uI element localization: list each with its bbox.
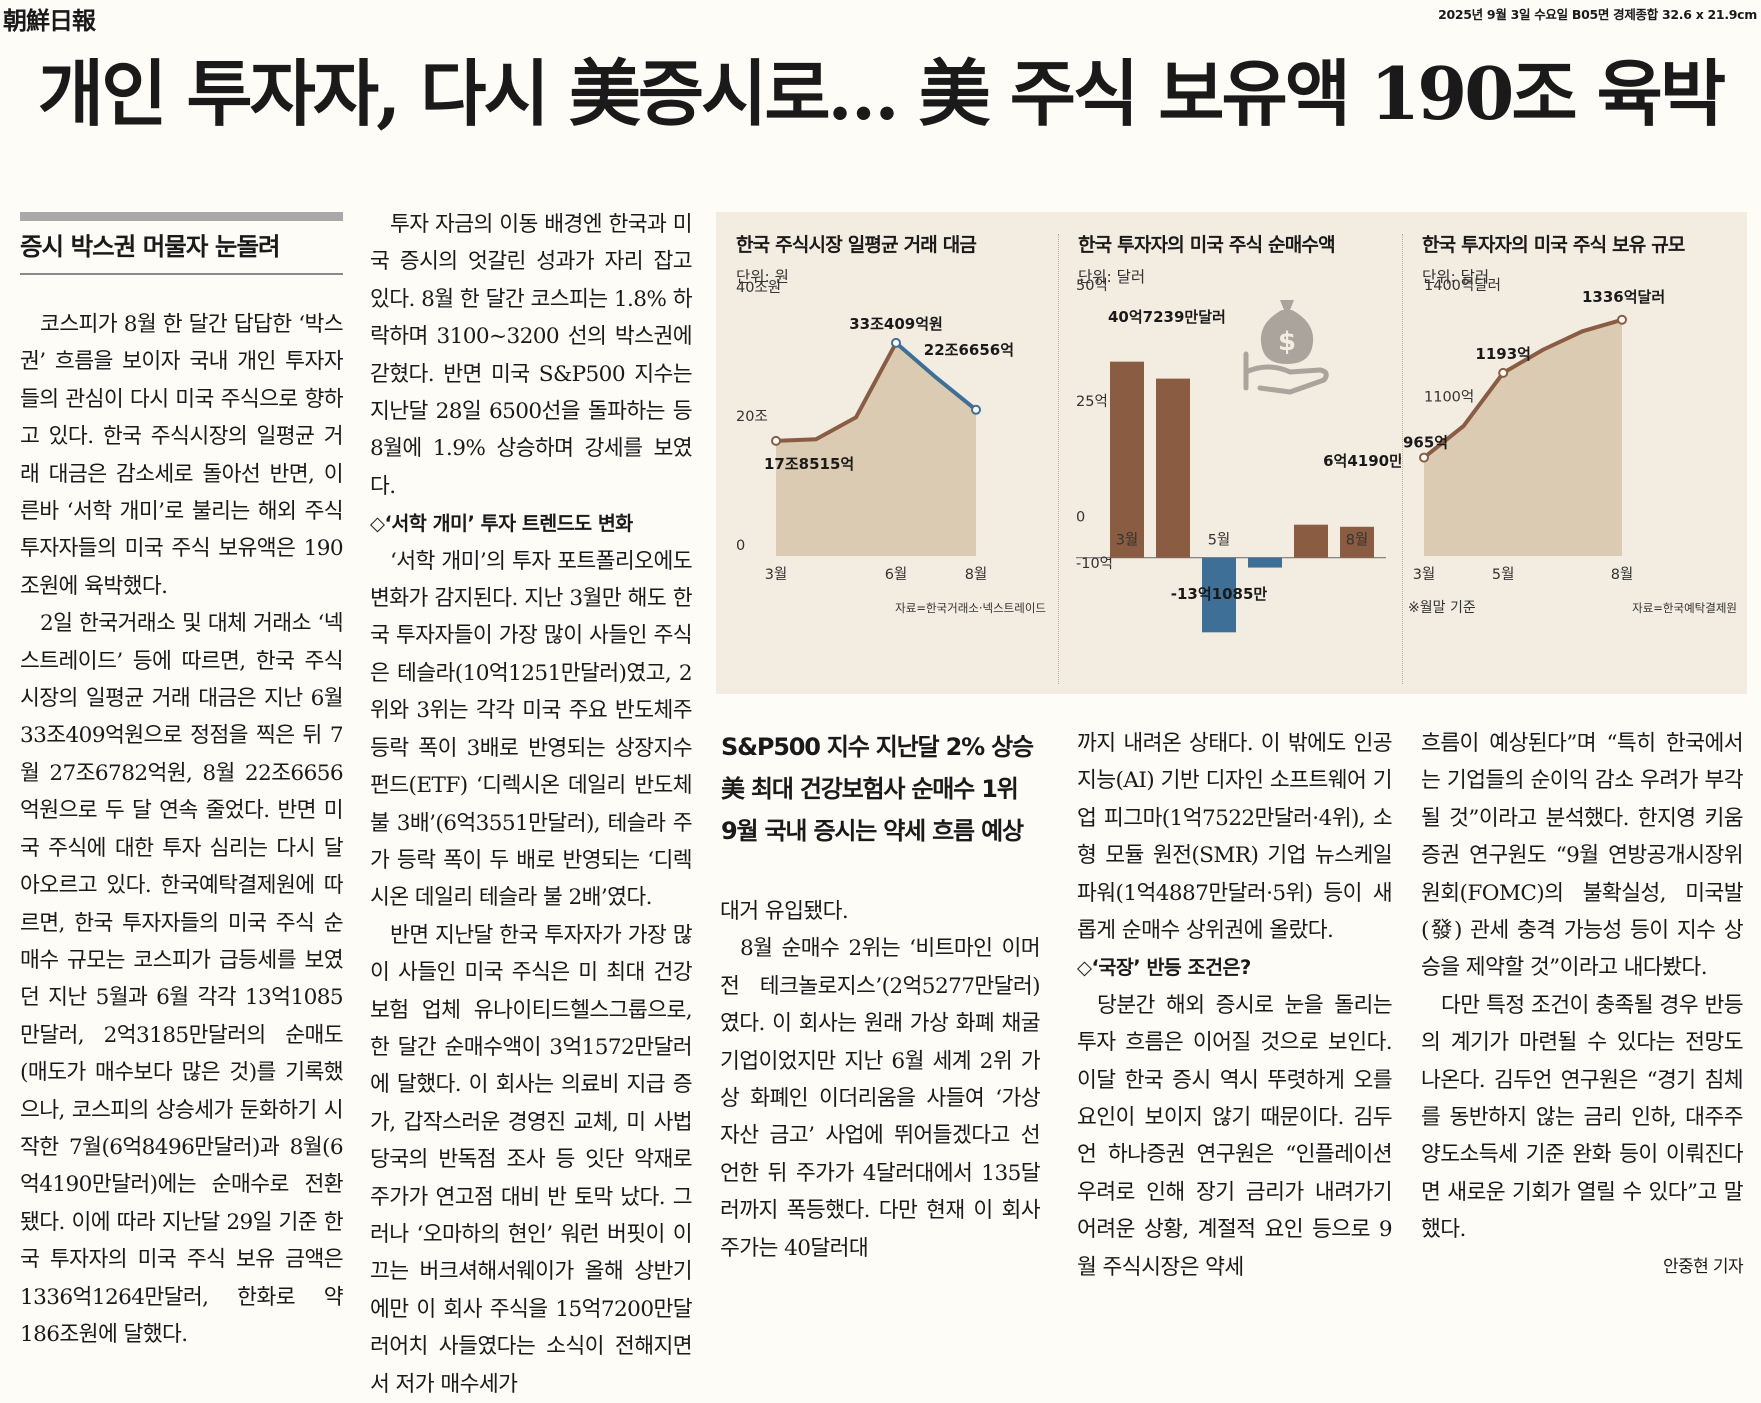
deck-subheadlines: S&P500 지수 지난달 2% 상승 美 최대 건강보험사 순매수 1위 9월… — [721, 726, 1051, 852]
bar — [1202, 557, 1236, 633]
y-tick-label: 20조 — [736, 409, 768, 425]
chart-unit: 단위: 달러 — [1078, 268, 1146, 286]
y-tick-label: 0 — [736, 538, 745, 554]
chart-panel-holdings: 한국 투자자의 미국 주식 보유 규모 단위: 달러 700억1100억1400… — [1402, 212, 1747, 694]
newspaper-logo: 朝鮮日報 — [3, 6, 96, 35]
chart-title: 한국 주식시장 일평균 거래 대금 — [736, 234, 977, 256]
x-tick-label: 5월 — [1492, 566, 1515, 583]
y-tick-label: 0 — [1076, 510, 1085, 526]
deck-line: S&P500 지수 지난달 2% 상승 — [721, 733, 1034, 761]
icon-shape — [1260, 310, 1314, 364]
area-fill — [1424, 319, 1622, 556]
y-tick-label: 50억 — [1076, 277, 1108, 294]
x-tick-label: 3월 — [1413, 566, 1436, 583]
source-note: 자료=한국거래소·넥스트레이드 — [895, 601, 1046, 615]
data-label: 22조6656억 — [924, 341, 1014, 359]
data-label: 965억 — [1403, 434, 1448, 452]
infographic: 한국 주식시장 일평균 거래 대금 단위: 원 0 20조 40조원 3월 6월 8월 17… — [716, 212, 1747, 694]
data-label: 17조8515억 — [764, 455, 854, 473]
deck-line: 9월 국내 증시는 약세 흐름 예상 — [721, 817, 1024, 845]
paragraph: 흐름이 예상된다”며 “특히 한국에서는 기업들의 순이익 감소 우려가 부각될… — [1421, 731, 1744, 981]
chart-title: 한국 투자자의 미국 주식 보유 규모 — [1422, 234, 1685, 256]
data-label: -13억1085만 — [1171, 585, 1268, 603]
section-subhead: ◇‘국장’ 반등 조건은? — [1077, 956, 1251, 980]
icon-shape — [1280, 300, 1294, 310]
data-label: 1193억 — [1475, 345, 1531, 363]
data-point — [971, 404, 981, 415]
data-label: 33조409억원 — [849, 315, 943, 333]
y-tick-label: 1100억 — [1424, 388, 1474, 405]
data-point — [1617, 314, 1627, 325]
note-month-end: ※월말 기준 — [1408, 600, 1476, 616]
article-column-3: 대거 유입됐다. 8월 순매수 2위는 ‘비트마인 이머전 테크놀로지스’(2억5… — [720, 893, 1041, 1267]
x-tick-label: 8월 — [1611, 566, 1634, 583]
subhead-rule — [20, 212, 343, 221]
paragraph: 코스피가 8월 한 달간 답답한 ‘박스권’ 흐름을 보이자 국내 개인 투자자… — [20, 312, 344, 599]
panel-divider — [1402, 234, 1403, 684]
source-note: 자료=한국예탁결제원 — [1632, 601, 1737, 615]
section-subhead: ◇‘서학 개미’ 투자 트렌드도 변화 — [370, 512, 633, 536]
paragraph: 까지 내려온 상태다. 이 밖에도 인공지능(AI) 기반 디자인 소프트웨어 … — [1077, 731, 1393, 944]
headline: 개인 투자자, 다시 美증시로… 美 주식 보유액 190조 육박 — [37, 51, 1726, 136]
paragraph: 당분간 해외 증시로 눈을 돌리는 투자 흐름은 이어질 것으로 보인다. 이달… — [1077, 992, 1393, 1280]
y-tick-label: 1400억달러 — [1424, 277, 1501, 294]
chart-unit: 단위: 달러 — [1422, 268, 1490, 286]
bar — [1294, 524, 1328, 558]
series-line — [775, 341, 898, 443]
paragraph: 대거 유입됐다. — [720, 899, 849, 924]
panel-divider — [1058, 234, 1059, 684]
chart-trading-value: 0 20조 40조원 3월 6월 8월 17조8515억 33조409억원 22조6656억자료… — [736, 279, 1046, 615]
bar — [1340, 526, 1374, 558]
x-tick-label: 5월 — [1208, 532, 1231, 549]
bar — [1248, 557, 1282, 568]
chart-net-buying: -10억 0 25억 50억 3월 5월 8월 40억7239만달러 -13억1085만 6억41… — [1076, 277, 1401, 633]
byline: 안중현 기자 — [1662, 1256, 1744, 1277]
icon-shape: $ — [1278, 327, 1296, 357]
icon-shape — [1243, 351, 1329, 395]
publication-info: 2025년 9월 3일 수요일 B05면 경제종합 32.6 x 21.9cm — [1438, 7, 1757, 22]
x-tick-label: 3월 — [1116, 532, 1139, 549]
data-label: 1336억달러 — [1582, 288, 1665, 306]
chart-title: 한국 투자자의 미국 주식 순매수액 — [1078, 234, 1336, 256]
x-tick-label: 6월 — [885, 566, 908, 583]
article-column-2: 투자 자금의 이동 배경엔 한국과 미국 증시의 엇갈린 성과가 자리 잡고 있… — [370, 206, 693, 1403]
paragraph: 투자 자금의 이동 배경엔 한국과 미국 증시의 엇갈린 성과가 자리 잡고 있… — [370, 212, 693, 499]
x-tick-label: 8월 — [965, 566, 988, 583]
data-point — [891, 337, 901, 348]
bar — [1110, 361, 1144, 558]
y-tick-label: -10억 — [1076, 555, 1113, 572]
series-line — [1422, 317, 1623, 460]
chart-panel-trading-value: 한국 주식시장 일평균 거래 대금 단위: 원 0 20조 40조원 3월 6월 8월 17… — [716, 212, 1056, 694]
area-fill — [776, 342, 976, 556]
data-point — [1419, 452, 1429, 463]
paragraph: 다만 특정 조건이 충족될 경우 반등의 계기가 마련될 수 있다는 전망도 나… — [1421, 992, 1744, 1243]
series-line-highlight — [894, 341, 978, 412]
y-tick-label: 40조원 — [736, 279, 781, 296]
subhead: 증시 박스권 머물자 눈돌려 — [20, 228, 343, 275]
article-column-4: 까지 내려온 상태다. 이 밖에도 인공지능(AI) 기반 디자인 소프트웨어 … — [1077, 725, 1393, 1286]
y-tick-label: 25억 — [1076, 393, 1108, 410]
paragraph: 반면 지난달 한국 투자자가 가장 많이 사들인 미국 주식은 미 최대 건강보… — [370, 922, 693, 1397]
data-point — [1498, 367, 1509, 378]
x-tick-label: 3월 — [765, 566, 788, 583]
x-tick-label: 8월 — [1346, 532, 1369, 549]
bar — [1156, 378, 1190, 558]
data-label: 40억7239만달러 — [1108, 308, 1226, 326]
article-column-1: 코스피가 8월 한 달간 답답한 ‘박스권’ 흐름을 보이자 국내 개인 투자자… — [20, 306, 344, 1353]
chart-holdings: 700억1100억1400억달러3월5월8월965억1193억1336억달러※월… — [1403, 277, 1737, 616]
article-column-5: 흐름이 예상된다”며 “특히 한국에서는 기업들의 순이익 감소 우려가 부각될… — [1421, 725, 1744, 1286]
paragraph: 8월 순매수 2위는 ‘비트마인 이머전 테크놀로지스’(2억5277만달러)였… — [720, 936, 1041, 1261]
chart-unit: 단위: 원 — [736, 268, 789, 286]
deck-line: 美 최대 건강보험사 순매수 1위 — [721, 775, 1019, 803]
data-point — [771, 435, 781, 446]
money-bag-hand-icon: $ — [1243, 300, 1329, 395]
chart-panel-net-buying: 한국 투자자의 미국 주식 순매수액 단위: 달러 -10억 0 25억 50억 3월 5… — [1058, 212, 1401, 694]
paragraph: 2일 한국거래소 및 대체 거래소 ‘넥스트레이드’ 등에 따르면, 한국 주식… — [20, 611, 344, 1347]
data-label: 6억4190만 — [1323, 452, 1401, 470]
paragraph: ‘서학 개미’의 투자 포트폴리오에도 변화가 감지된다. 지난 3월만 해도 … — [370, 548, 693, 911]
